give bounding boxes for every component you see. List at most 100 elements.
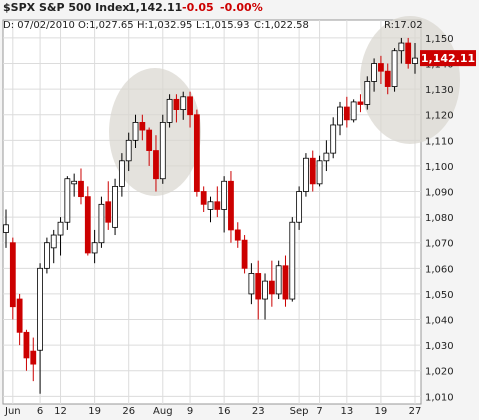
y-tick-label: 1,120 <box>425 111 454 122</box>
candle-body <box>146 129 153 151</box>
candle-body <box>200 191 207 205</box>
candle-body <box>391 50 398 87</box>
y-tick-label: 1,100 <box>425 162 454 173</box>
candle-body <box>303 157 309 192</box>
candle-body <box>262 280 268 300</box>
candle-body <box>187 96 193 116</box>
y-tick-label: 1,030 <box>425 341 454 352</box>
y-tick-label: 1,090 <box>425 188 454 199</box>
info-close: C:1,022.58 <box>254 20 309 31</box>
y-tick-label: 1,050 <box>425 290 454 301</box>
candles <box>3 37 418 394</box>
x-tick-label: Sep <box>290 406 309 417</box>
candle-body <box>153 150 159 180</box>
grid <box>3 20 421 404</box>
info-date: D: 07/02/2010 <box>3 20 75 31</box>
price-flag <box>420 50 476 67</box>
candle-body <box>139 122 146 131</box>
candle-body <box>30 350 37 365</box>
x-tick-label: 13 <box>340 406 353 417</box>
candle-body <box>228 180 234 231</box>
y-tick-label: 1,110 <box>425 136 454 147</box>
candle-body <box>282 265 289 300</box>
candle-body <box>132 122 139 141</box>
last-price: 1,142.11 <box>128 1 182 14</box>
candle-body <box>3 224 9 233</box>
candle-body <box>357 101 364 105</box>
candle-body <box>398 42 405 52</box>
candle-body <box>50 234 57 249</box>
y-tick-label: 1,060 <box>425 264 454 275</box>
info-high: H:1,032.95 <box>137 20 192 31</box>
x-tick-label: 27 <box>409 406 422 417</box>
candle-body <box>125 139 132 162</box>
candle-body <box>173 98 180 111</box>
candle-body <box>112 185 118 228</box>
candle-body <box>275 265 282 295</box>
candle-body <box>214 201 221 210</box>
candle-body <box>309 157 316 185</box>
candle-body <box>221 180 228 210</box>
x-tick-label: Aug <box>153 406 173 417</box>
highlight-circle <box>360 16 460 144</box>
candle-body <box>159 122 166 180</box>
y-tick-label: 1,070 <box>425 239 454 250</box>
candle-body <box>378 63 384 72</box>
x-tick-label: 6 <box>37 406 43 417</box>
range-label: R:17.02 <box>384 20 423 31</box>
candle-body <box>316 160 323 185</box>
candle-body <box>248 273 255 295</box>
candle-body <box>337 106 343 126</box>
candle-body <box>371 63 378 82</box>
y-tick-label: 1,010 <box>425 392 454 403</box>
candle-body <box>78 180 84 198</box>
chart-title: $SPX S&P 500 Index <box>3 1 130 14</box>
plot-area <box>2 19 422 405</box>
candle-body <box>207 201 214 210</box>
candle-body <box>364 81 371 105</box>
info-open: O:1,027.65 <box>78 20 134 31</box>
candle-body <box>71 180 78 185</box>
candle-body <box>241 239 248 269</box>
x-tick-label: 9 <box>187 406 193 417</box>
candle-body <box>350 101 357 121</box>
candle-body <box>405 42 412 64</box>
candle-body <box>91 242 98 254</box>
y-tick-label: 1,150 <box>425 34 454 45</box>
candle-body <box>57 221 64 236</box>
candle-body <box>64 178 71 223</box>
candle-body <box>105 201 112 223</box>
x-tick-label: 19 <box>375 406 388 417</box>
candle-body <box>9 242 16 308</box>
candle-body <box>289 221 296 300</box>
candle-body <box>44 242 50 269</box>
candle-body <box>255 273 262 300</box>
candle-body <box>193 114 200 192</box>
y-tick-label: 1,020 <box>425 367 454 378</box>
x-tick-label: Jun <box>4 406 21 417</box>
x-tick-label: 19 <box>88 406 101 417</box>
y-tick-label: 1,130 <box>425 85 454 96</box>
candle-body <box>384 70 391 87</box>
candle-body <box>330 124 337 154</box>
candle-body <box>180 96 187 111</box>
candle-body <box>343 106 350 121</box>
y-tick-label: 1,080 <box>425 213 454 224</box>
y-tick-label: 1,040 <box>425 316 454 327</box>
candle-body <box>412 57 418 64</box>
candle-body <box>84 196 91 254</box>
change-pct: -0.00% <box>220 1 263 14</box>
candle-body <box>16 298 23 333</box>
candle-body <box>234 229 241 241</box>
x-tick-label: 26 <box>122 406 135 417</box>
change: -0.05 <box>182 1 214 14</box>
x-tick-label: 12 <box>54 406 67 417</box>
candle-body <box>268 280 275 295</box>
x-tick-label: 23 <box>252 406 265 417</box>
candle-body <box>166 98 173 123</box>
x-tick-label: 16 <box>218 406 231 417</box>
candle-body <box>37 267 43 351</box>
info-low: L:1,015.93 <box>196 20 249 31</box>
candle-body <box>98 203 105 244</box>
